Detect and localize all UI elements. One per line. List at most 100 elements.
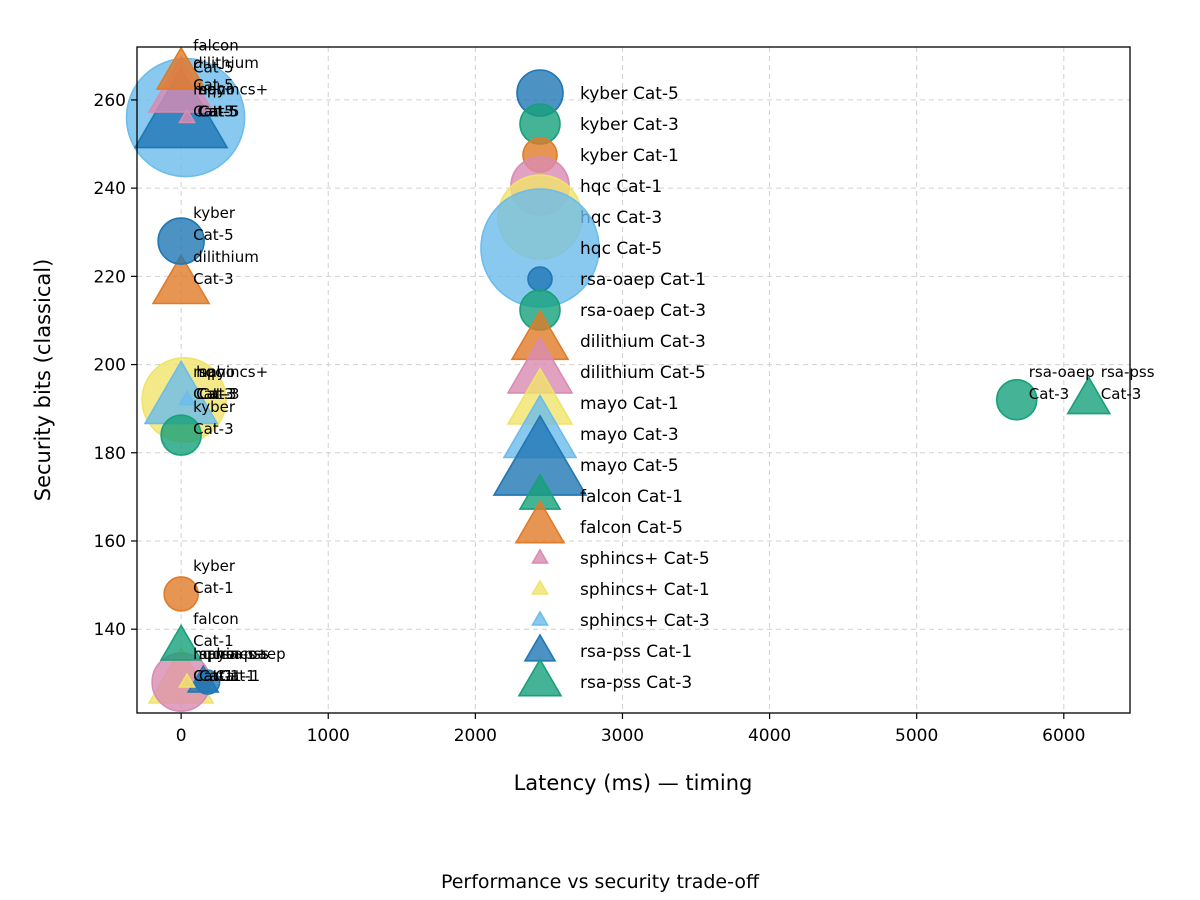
x-tick-label: 3000: [601, 726, 644, 746]
point-label: rsa-oaep: [220, 645, 286, 663]
point-label: kyber: [193, 557, 236, 575]
legend-label: rsa-oaep Cat-1: [580, 270, 706, 290]
legend-marker: [527, 266, 553, 292]
point-label: Cat-5: [193, 226, 234, 244]
point-label: hqc: [198, 81, 225, 99]
point-label: rsa-pss: [1101, 363, 1155, 381]
point-label: Cat-5: [198, 103, 239, 121]
legend-label: hqc Cat-1: [580, 177, 662, 197]
point-label: dilithium: [193, 248, 259, 266]
point-label: sphincs+: [199, 81, 268, 99]
data-point-sphincs-cat-1: [178, 672, 196, 688]
legend-label: hqc Cat-3: [580, 208, 662, 228]
legend-label: dilithium Cat-5: [580, 363, 706, 383]
y-tick-label: 200: [94, 356, 126, 376]
point-label: Cat-3: [1101, 385, 1142, 403]
legend-label: kyber Cat-5: [580, 84, 679, 104]
chart-caption: Performance vs security trade-off: [441, 871, 760, 893]
point-label: hqc: [196, 363, 223, 381]
point-label: Cat-1: [193, 579, 234, 597]
point-label: sphincs+: [199, 363, 268, 381]
point-label: rsa-pss: [215, 645, 269, 663]
data-point-sphincs-cat-3: [178, 390, 196, 406]
x-tick-label: 1000: [307, 726, 350, 746]
legend-label: falcon Cat-5: [580, 518, 683, 538]
point-label: Cat-1: [215, 667, 256, 685]
data-point-rsa-oaep-cat-3: [995, 379, 1038, 421]
point-label: rsa-oaep: [1029, 363, 1095, 381]
axis-ticks: 0 1000 2000 3000 4000 5000 6000 140 160 180 200 220…: [94, 91, 1086, 746]
point-label: Cat-1: [193, 632, 234, 650]
point-label: dilithium: [193, 54, 259, 72]
y-axis-title: Security bits (classical): [31, 259, 55, 502]
point-label: Cat-3: [196, 385, 237, 403]
x-tick-label: 2000: [454, 726, 497, 746]
point-label: Cat-5: [193, 103, 234, 121]
data-points: [125, 46, 1112, 712]
point-label: Cat-5: [199, 103, 240, 121]
point-label: sphincs+: [199, 645, 268, 663]
legend-label: hqc Cat-5: [580, 239, 662, 259]
x-tick-label: 5000: [895, 726, 938, 746]
data-point-kyber-cat-1: [163, 576, 199, 612]
point-label: Cat-1: [220, 667, 261, 685]
point-label: falcon: [193, 36, 239, 54]
point-label: Cat-3: [199, 385, 240, 403]
point-label: Cat-1: [193, 667, 234, 685]
y-tick-label: 180: [94, 444, 126, 464]
legend-label: rsa-pss Cat-1: [580, 642, 692, 662]
x-axis-title: Latency (ms) — timing: [514, 771, 753, 795]
data-point-sphincs-cat-5: [178, 108, 196, 124]
legend-label: sphincs+ Cat-5: [580, 549, 710, 569]
data-point-kyber-cat-5: [157, 217, 205, 265]
legend-label: rsa-pss Cat-3: [580, 673, 692, 693]
x-tick-label: 4000: [748, 726, 791, 746]
legend-label: falcon Cat-1: [580, 487, 683, 507]
data-point-falcon-cat-1: [159, 623, 203, 661]
point-label: kyber: [193, 204, 236, 222]
legend-marker: [531, 610, 549, 626]
y-tick-label: 240: [94, 179, 126, 199]
data-point-rsa-oaep-cat-1: [194, 669, 221, 695]
legend-label: mayo Cat-3: [580, 425, 679, 445]
legend-label: dilithium Cat-3: [580, 332, 706, 352]
point-label: falcon: [193, 610, 239, 628]
data-point-kyber-cat-3: [160, 414, 202, 456]
legend-label: kyber Cat-1: [580, 146, 679, 166]
plot-frame: [136, 46, 1131, 714]
point-label: Cat-5: [193, 76, 234, 94]
legend-marker: [514, 499, 566, 544]
point-label: Cat-1: [199, 667, 240, 685]
legend-marker: [517, 658, 563, 697]
point-label: Cat-1: [193, 667, 234, 685]
point-label: Cat-3: [193, 270, 234, 288]
legend-marker: [523, 633, 557, 662]
data-point-dilithium-cat-3: [151, 253, 211, 305]
point-label: Cat-3: [193, 420, 234, 438]
legend: kyber Cat-5 kyber Cat-3 kyber Cat-1 hqc Cat…: [480, 69, 710, 697]
legend-label: kyber Cat-3: [580, 115, 679, 135]
data-point-rsa-pss-cat-3: [1066, 375, 1112, 415]
x-tick-label: 0: [176, 726, 187, 746]
data-point-falcon-cat-5: [155, 46, 207, 90]
point-label: kyber: [193, 398, 236, 416]
y-tick-label: 160: [94, 532, 126, 552]
point-label: mayo: [193, 363, 235, 381]
point-label: Cat-5: [193, 58, 234, 76]
grid-lines: [137, 47, 1130, 713]
legend-label: sphincs+ Cat-1: [580, 580, 710, 600]
legend-label: mayo Cat-5: [580, 456, 679, 476]
legend-label: sphincs+ Cat-3: [580, 611, 710, 631]
y-tick-label: 220: [94, 267, 126, 287]
legend-marker: [531, 548, 549, 564]
point-label: mayo: [193, 645, 235, 663]
point-annotations: kyberCat-5kyberCat-3kyberCat-1hqcCat-1hq…: [193, 36, 1155, 685]
point-label: hqc: [193, 645, 220, 663]
legend-label: mayo Cat-1: [580, 394, 679, 414]
point-label: Cat-3: [1029, 385, 1070, 403]
legend-label: rsa-oaep Cat-3: [580, 301, 706, 321]
point-label: mayo: [193, 81, 235, 99]
y-tick-label: 260: [94, 91, 126, 111]
y-tick-label: 140: [94, 620, 126, 640]
